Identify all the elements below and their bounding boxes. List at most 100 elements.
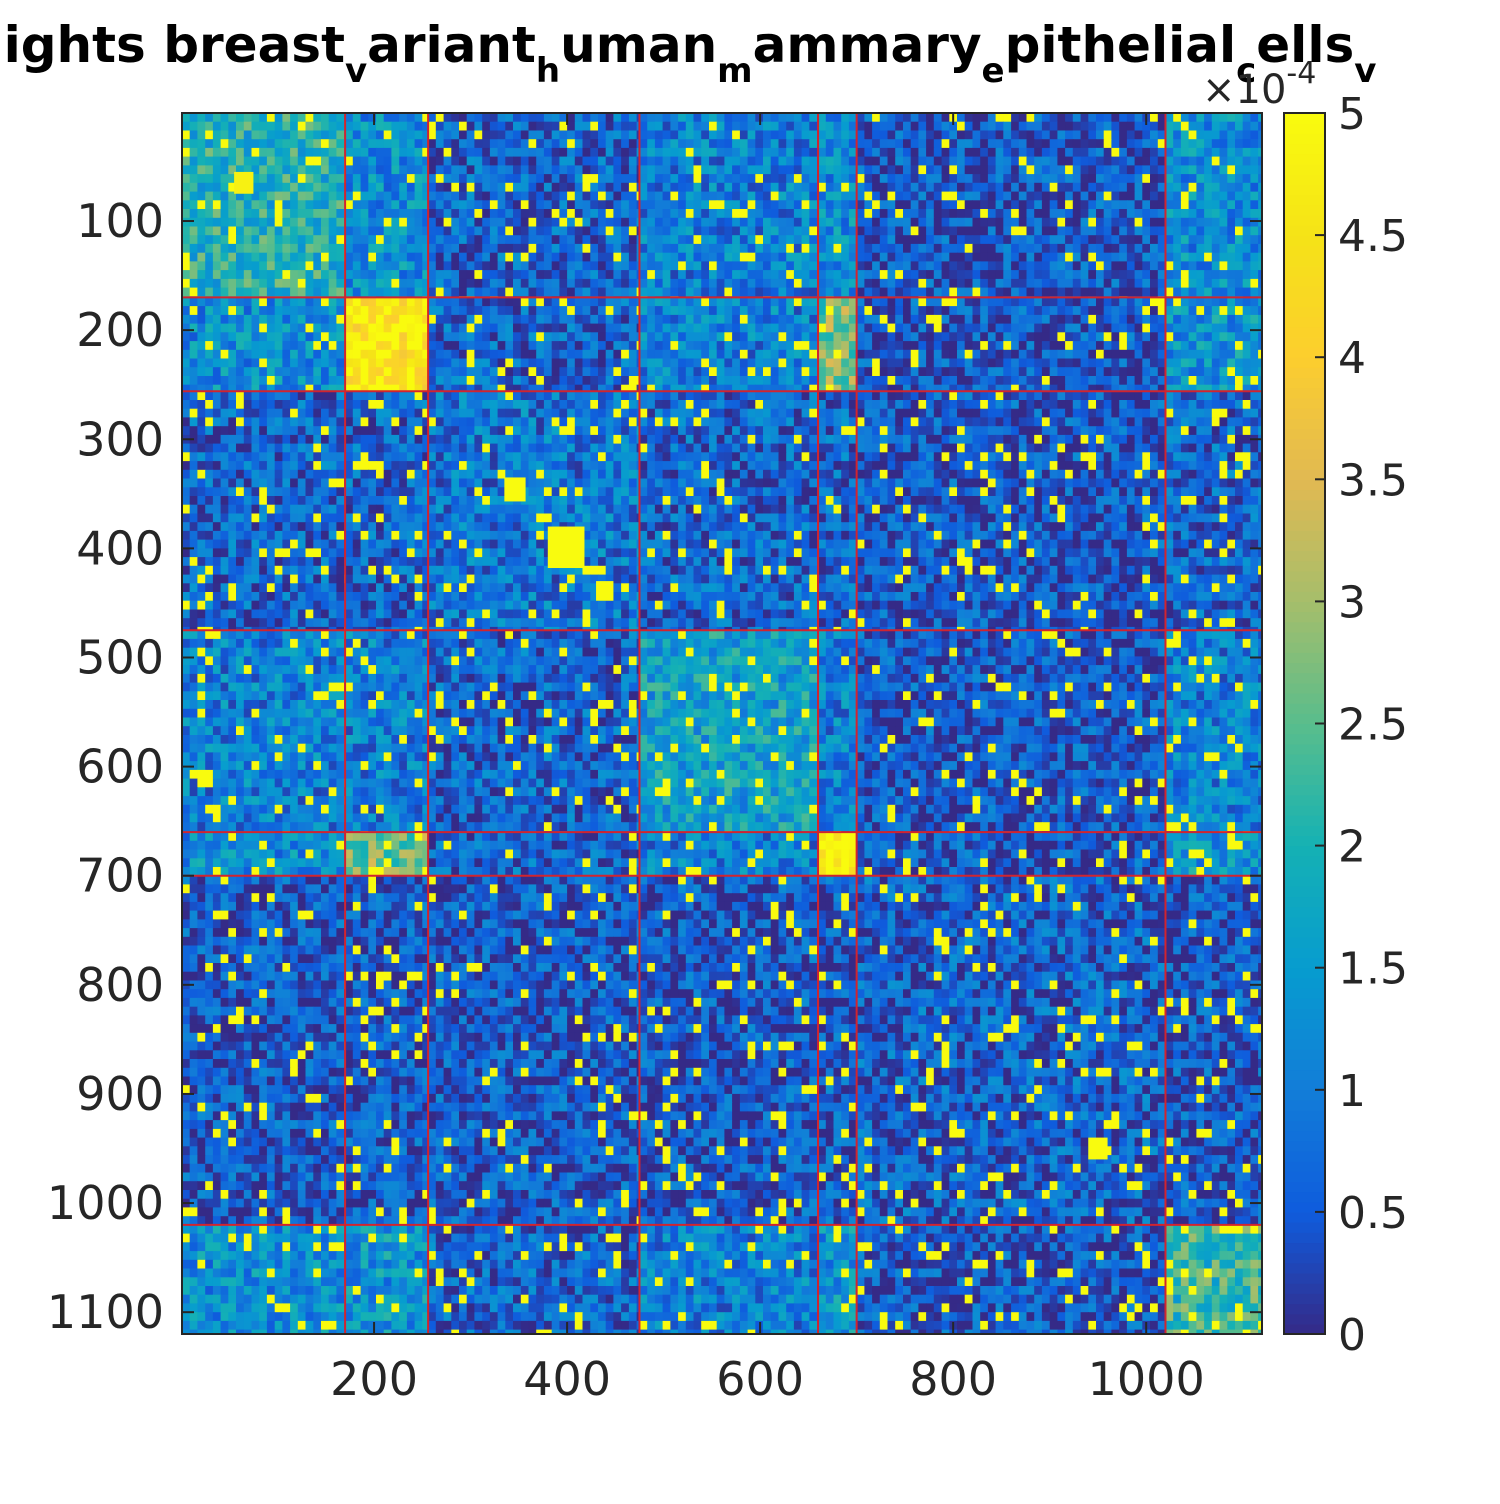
heatmap-cell	[474, 113, 482, 122]
heatmap-cell	[771, 288, 779, 297]
heatmap-cell	[786, 218, 794, 227]
heatmap-cell	[694, 183, 702, 192]
heatmap-cell	[529, 113, 537, 122]
heatmap-cell	[888, 183, 896, 192]
heatmap-cell	[482, 122, 490, 131]
heatmap-cell	[965, 131, 973, 140]
heatmap-cell	[490, 122, 498, 131]
heatmap-cell	[717, 165, 725, 174]
heatmap-cell	[640, 174, 648, 183]
heatmap-cell	[678, 174, 686, 183]
heatmap-cell	[505, 218, 513, 227]
heatmap-cell	[298, 157, 306, 166]
heatmap-cell	[329, 200, 337, 209]
heatmap-cell	[521, 270, 529, 279]
heatmap-cell	[259, 113, 267, 122]
heatmap-cell	[826, 113, 834, 122]
heatmap-cell	[724, 122, 732, 131]
heatmap-cell	[536, 279, 544, 288]
heatmap-cell	[1142, 183, 1150, 192]
heatmap-cell	[841, 270, 849, 279]
heatmap-cell	[521, 157, 529, 166]
heatmap-cell	[717, 227, 725, 236]
heatmap-cell	[345, 165, 353, 174]
heatmap-cell	[321, 183, 329, 192]
heatmap-cell	[575, 218, 583, 227]
heatmap-cell	[655, 165, 663, 174]
heatmap-cell	[353, 218, 361, 227]
heatmap-cell	[809, 253, 817, 262]
heatmap-cell	[329, 183, 337, 192]
heatmap-cell	[629, 183, 637, 192]
heatmap-cell	[306, 244, 314, 253]
heatmap-cell	[428, 218, 436, 227]
heatmap-cell	[1003, 157, 1011, 166]
heatmap-cell	[613, 192, 621, 201]
heatmap-cell	[259, 139, 267, 148]
heatmap-cell	[590, 209, 598, 218]
heatmap-cell	[818, 244, 826, 253]
heatmap-cell	[391, 261, 399, 270]
heatmap-cell	[709, 244, 717, 253]
heatmap-cell	[490, 113, 498, 122]
heatmap-cell	[190, 148, 198, 157]
heatmap-cell	[1081, 157, 1089, 166]
heatmap-cell	[1111, 113, 1119, 122]
heatmap-cell	[336, 279, 344, 288]
heatmap-cell	[575, 200, 583, 209]
heatmap-cell	[748, 279, 756, 288]
heatmap-cell	[709, 165, 717, 174]
heatmap-cell	[415, 279, 423, 288]
heatmap-cell	[190, 200, 198, 209]
heatmap-cell	[391, 192, 399, 201]
heatmap-cell	[482, 235, 490, 244]
heatmap-cell	[857, 122, 865, 131]
heatmap-cell	[275, 148, 283, 157]
heatmap-cell	[205, 288, 213, 297]
heatmap-cell	[474, 253, 482, 262]
heatmap-cell	[724, 227, 732, 236]
heatmap-cell	[205, 192, 213, 201]
heatmap-cell	[221, 253, 229, 262]
heatmap-cell	[306, 165, 314, 174]
heatmap-cell	[544, 261, 552, 270]
heatmap-cell	[771, 209, 779, 218]
heatmap-cell	[640, 139, 648, 148]
heatmap-cell	[794, 192, 802, 201]
heatmap-cell	[678, 235, 686, 244]
heatmap-cell	[694, 279, 702, 288]
heatmap-cell	[1096, 183, 1104, 192]
heatmap-cell	[732, 148, 740, 157]
heatmap-cell	[353, 157, 361, 166]
heatmap-cell	[802, 192, 810, 201]
heatmap-cell	[640, 113, 648, 122]
heatmap-cell	[613, 227, 621, 236]
heatmap-cell	[926, 113, 934, 122]
heatmap-cell	[598, 192, 606, 201]
heatmap-cell	[1034, 113, 1042, 122]
heatmap-cell	[686, 200, 694, 209]
heatmap-cell	[482, 218, 490, 227]
heatmap-cell	[834, 253, 842, 262]
heatmap-cell	[786, 235, 794, 244]
heatmap-cell	[221, 279, 229, 288]
heatmap-cell	[1119, 113, 1127, 122]
heatmap-cell	[709, 253, 717, 262]
heatmap-cell	[353, 200, 361, 209]
heatmap-cell	[709, 270, 717, 279]
heatmap-cell	[552, 131, 560, 140]
heatmap-cell	[709, 261, 717, 270]
heatmap-cell	[451, 200, 459, 209]
heatmap-cell	[444, 183, 452, 192]
heatmap-cell	[647, 148, 655, 157]
heatmap-cell	[290, 270, 298, 279]
heatmap-cell	[205, 122, 213, 131]
heatmap-cell	[841, 218, 849, 227]
heatmap-cell	[391, 113, 399, 122]
heatmap-cell	[467, 227, 475, 236]
heatmap-cell	[640, 288, 648, 297]
heatmap-cell	[709, 209, 717, 218]
heatmap-cell	[973, 131, 981, 140]
heatmap-cell	[717, 122, 725, 131]
heatmap-cell	[182, 261, 190, 270]
